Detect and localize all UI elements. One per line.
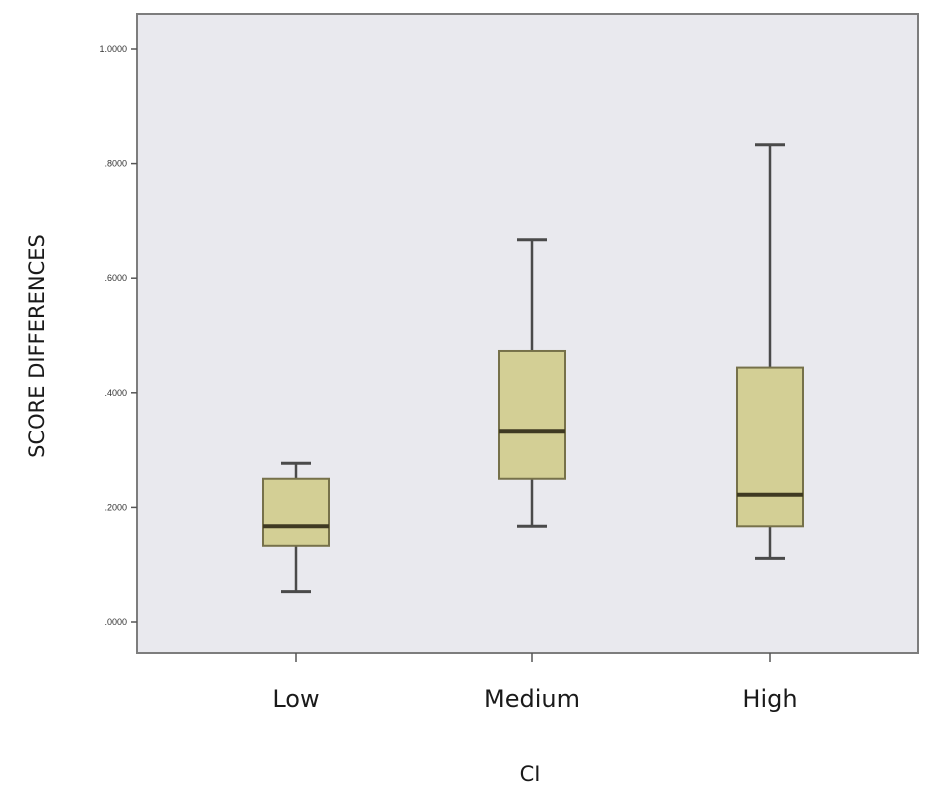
x-tick-label-low: Low xyxy=(272,685,319,713)
y-tick-label: .6000 xyxy=(104,273,127,283)
x-tick-label-medium: Medium xyxy=(484,685,580,713)
x-tick-label-high: High xyxy=(742,685,797,713)
box-high xyxy=(736,143,804,560)
y-axis: .0000 .2000 .4000 .6000 .8000 1.0000 xyxy=(99,44,137,627)
x-axis-title: CI xyxy=(520,762,541,786)
y-tick-label: .8000 xyxy=(104,159,127,169)
y-tick-label: .2000 xyxy=(104,502,127,512)
y-axis-title: SCORE DIFFERENCES xyxy=(25,234,49,458)
box-series xyxy=(262,143,804,594)
y-tick-label: .4000 xyxy=(104,388,127,398)
iqr-box xyxy=(498,349,566,480)
x-axis: Low Medium High xyxy=(272,653,798,713)
box-low xyxy=(262,461,330,594)
plot-area xyxy=(136,13,919,654)
y-tick-label: .0000 xyxy=(104,617,127,627)
box-medium xyxy=(498,238,566,528)
iqr-box xyxy=(262,477,330,547)
iqr-box xyxy=(736,366,804,528)
y-tick-label: 1.0000 xyxy=(99,44,127,54)
